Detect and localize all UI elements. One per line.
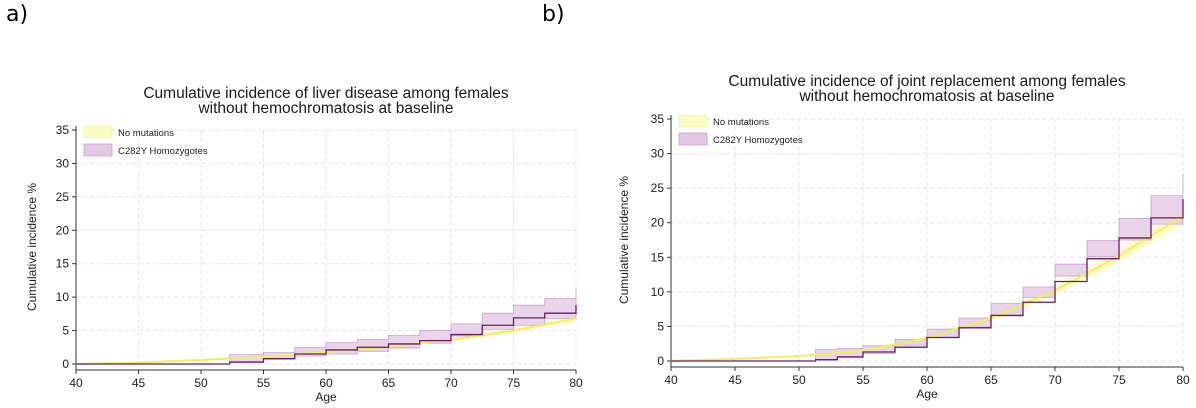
y-tick-label: 20 xyxy=(651,216,665,230)
chart-subtitle: without hemochromatosis at baseline xyxy=(798,88,1054,105)
legend-swatch-c282y xyxy=(678,132,708,146)
x-tick-label: 50 xyxy=(194,376,208,390)
x-tick-label: 80 xyxy=(1176,373,1190,387)
x-tick-label: 65 xyxy=(382,376,396,390)
x-tick-label: 80 xyxy=(569,376,583,390)
y-tick-label: 0 xyxy=(657,354,664,368)
y-axis-label: Cumulative incidence % xyxy=(25,183,39,311)
y-tick-label: 10 xyxy=(651,285,665,299)
y-tick-label: 30 xyxy=(56,156,70,170)
x-tick-label: 75 xyxy=(507,376,521,390)
x-tick-label: 60 xyxy=(920,373,934,387)
x-tick-label: 70 xyxy=(1048,373,1062,387)
x-tick-label: 70 xyxy=(444,376,458,390)
legend-swatch-no-mutations xyxy=(83,125,113,139)
legend-label-no-mutations: No mutations xyxy=(713,117,769,128)
legend-swatch-no-mutations xyxy=(678,114,708,128)
x-tick-label: 45 xyxy=(728,373,742,387)
y-tick-label: 5 xyxy=(62,324,69,338)
y-tick-label: 15 xyxy=(651,250,665,264)
y-tick-label: 20 xyxy=(56,223,70,237)
legend-label-c282y: C282Y Homozygotes xyxy=(713,135,803,146)
legend-label-c282y: C282Y Homozygotes xyxy=(118,146,208,157)
x-tick-label: 65 xyxy=(984,373,998,387)
chart-a: Cumulative incidence of liver disease am… xyxy=(25,85,583,404)
chart-subtitle: without hemochromatosis at baseline xyxy=(197,100,453,117)
y-tick-label: 35 xyxy=(56,123,70,137)
y-tick-label: 25 xyxy=(56,190,70,204)
x-tick-label: 75 xyxy=(1112,373,1126,387)
x-tick-label: 50 xyxy=(792,373,806,387)
chart-b: Cumulative incidence of joint replacemen… xyxy=(617,73,1190,401)
legend-swatch-c282y xyxy=(83,143,113,157)
y-tick-label: 25 xyxy=(651,181,665,195)
x-tick-label: 55 xyxy=(257,376,271,390)
panel-letter-a: a) xyxy=(6,2,29,27)
y-tick-label: 0 xyxy=(62,357,69,371)
y-tick-label: 5 xyxy=(657,319,664,333)
legend-label-no-mutations: No mutations xyxy=(118,128,174,139)
y-tick-label: 35 xyxy=(651,112,665,126)
panel-letter-b: b) xyxy=(542,2,565,27)
x-tick-label: 60 xyxy=(319,376,333,390)
x-axis-label: Age xyxy=(916,387,938,401)
series-c282y-line xyxy=(671,199,1184,362)
x-tick-label: 45 xyxy=(132,376,146,390)
x-axis-label: Age xyxy=(315,390,337,404)
y-tick-label: 15 xyxy=(56,257,70,271)
x-tick-label: 40 xyxy=(69,376,83,390)
x-tick-label: 55 xyxy=(856,373,870,387)
y-tick-label: 30 xyxy=(651,147,665,161)
x-tick-label: 40 xyxy=(664,373,678,387)
chart-title: Cumulative incidence of liver disease am… xyxy=(143,85,509,102)
chart-title: Cumulative incidence of joint replacemen… xyxy=(728,73,1125,90)
series-c282y-line xyxy=(76,305,577,365)
y-axis-label: Cumulative incidence % xyxy=(617,176,631,304)
series-c282y-band xyxy=(76,288,577,365)
y-tick-label: 10 xyxy=(56,290,70,304)
